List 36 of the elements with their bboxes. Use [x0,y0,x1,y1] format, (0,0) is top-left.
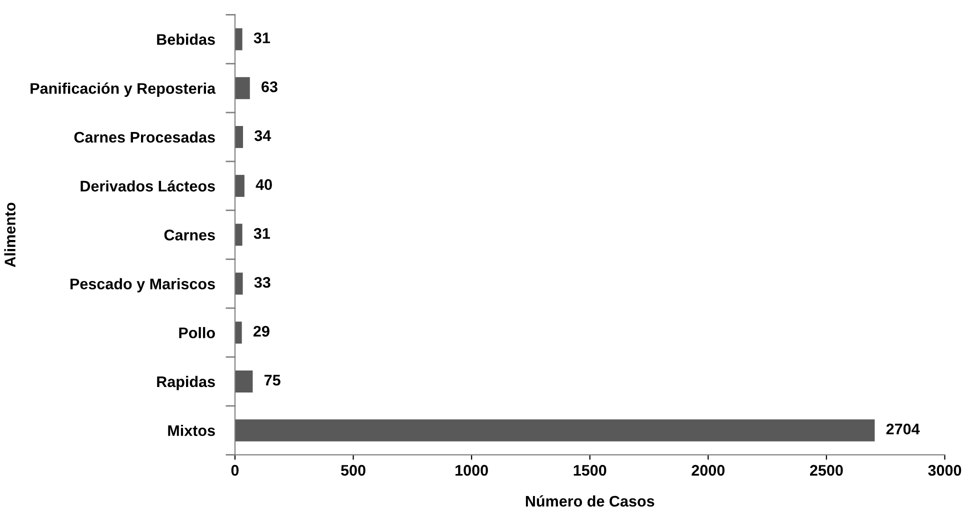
data-label: 33 [254,276,270,288]
x-tick-label: 0 [231,464,239,476]
x-tick-label: 2000 [692,464,725,476]
data-label: 40 [256,179,272,190]
bar [234,126,244,148]
y-tick-label: Bebidas [157,34,215,45]
bar [234,272,243,295]
x-tick-label: 3000 [928,464,962,476]
y-tick-label: Pescado y Mariscos [70,278,215,292]
data-label: 34 [254,130,272,142]
data-label: 29 [253,326,270,337]
x-axis-title: Número de Casos [526,495,654,507]
bar [234,370,253,392]
x-tick-label: 2500 [810,464,843,476]
y-tick-label: Carnes Procesadas [74,131,215,143]
y-tick-label: Derivados Lácteos [80,180,215,192]
y-tick-label: Mixtos [168,424,215,436]
bar [234,419,875,442]
data-label: 75 [264,374,280,386]
y-axis-title: Alimento [4,202,16,268]
data-label: 2704 [886,424,920,434]
bar [234,77,250,100]
data-label: 63 [262,81,278,92]
x-tick-label: 1000 [456,464,488,476]
bar [234,174,244,197]
data-label: 31 [254,228,270,239]
y-tick-label: Pollo [179,327,215,338]
y-tick-label: Rapidas [157,376,215,390]
data-label: 31 [254,32,270,44]
bar [234,322,242,344]
bar [234,224,242,246]
x-tick-label: 500 [341,464,366,476]
y-tick-label: Carnes [164,230,215,240]
x-tick-label: 1500 [574,464,606,476]
y-tick-label: Panificación y Reposteria [30,82,216,97]
bar [234,28,242,50]
